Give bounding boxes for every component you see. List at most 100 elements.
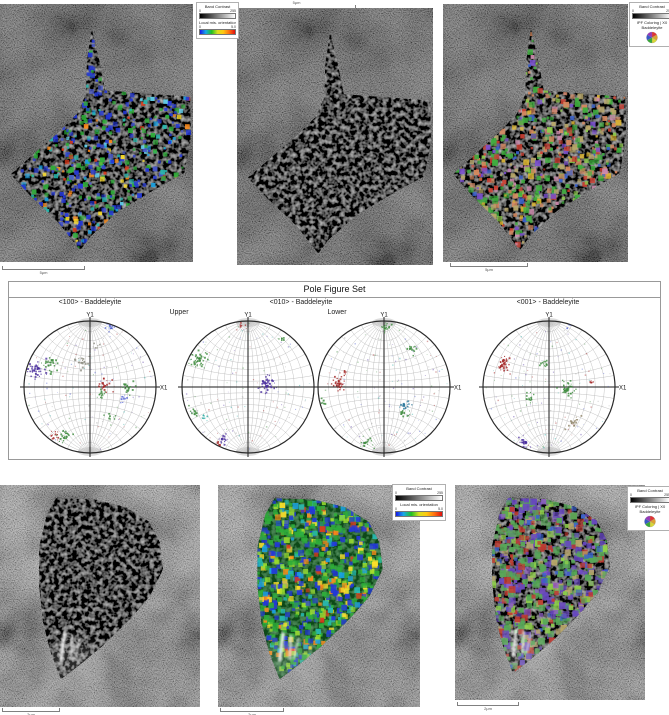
texture-feature [278, 632, 285, 662]
legend-row-title: Band Contrast [639, 4, 665, 9]
texture-feature [511, 628, 518, 657]
scale-bar: 5μm [237, 0, 356, 9]
ipf-color-key [632, 30, 669, 44]
pole-figure-4: Y1 X1 [479, 313, 627, 457]
pole-figure-data-points [185, 322, 310, 450]
pole-figure-label: <100> - Baddeleyite [58, 299, 122, 306]
legend-tick: 255 [437, 491, 443, 495]
legend-ticks: 0 255 [395, 491, 443, 495]
texture-feature [74, 637, 82, 660]
legend-tick: 0 [199, 25, 201, 29]
map-grain2-ipf-coloring-image [455, 485, 645, 700]
x-axis-label: X1 [619, 386, 627, 392]
legend-ticks: 0 5.0 [395, 507, 443, 511]
scale-bar: 2μm [220, 708, 284, 715]
pole-figure-data-points [320, 322, 448, 451]
legend-tick: 0 [632, 9, 634, 13]
pole-figure-3: Y1 X1 [314, 313, 462, 457]
legend-ticks: 0 255 [632, 9, 669, 13]
x-axis-label: X1 [160, 386, 168, 392]
map-grain2-local-misorientation-image [218, 485, 420, 707]
legend-gradient-bar [199, 29, 236, 35]
pole-figure-label: <010> - Baddeleyite [269, 299, 333, 306]
pole-figure-data-points [27, 322, 153, 450]
scale-label: 2μm [484, 706, 492, 711]
y-axis-label: Y1 [545, 313, 553, 319]
legend-gradient-bar [632, 13, 669, 19]
scale-label: 2μm [248, 712, 256, 715]
title-divider [9, 297, 660, 298]
legend-tick: 255 [230, 9, 236, 13]
scale-label: 5μm [485, 267, 493, 272]
legend-row-title: Band Contrast [637, 488, 663, 493]
scale-bar: 2μm [457, 702, 519, 711]
legend-tick: 0 [395, 491, 397, 495]
legend-ticks: 0 255 [630, 493, 669, 497]
map-grain1-ipf-coloring-image [443, 4, 628, 262]
legend-mis: Band Contrast 0 255 Local mis. orientation 0… [392, 484, 446, 521]
texture-feature [258, 640, 323, 685]
hemisphere-label: Upper [169, 309, 189, 316]
x-axis-label: X1 [454, 386, 462, 392]
ipf-color-key-icon [644, 515, 656, 528]
legend-tick: 0 [630, 493, 632, 497]
legend-ticks: 0 255 [199, 9, 236, 13]
legend-tick: 0 [395, 507, 397, 511]
legend-row-title: IPF Coloring | X0 [634, 504, 666, 509]
map-grain1-band-contrast [237, 8, 433, 265]
scale-line [450, 263, 528, 267]
legend-gradient-bar [630, 497, 669, 503]
legend-ipf: Band Contrast 0 255 IPF Coloring | X0Baddel… [627, 486, 669, 531]
y-axis-label: Y1 [244, 313, 252, 319]
texture-feature [292, 637, 300, 660]
legend-mis: Band Contrast 0 255 Local mis. orientation 0… [196, 2, 239, 39]
legend-tick: 5.0 [231, 25, 236, 29]
scale-label: 5μm [292, 0, 301, 5]
pole-figure-2: Y1 [178, 313, 318, 457]
map-grain1-band-contrast-image [237, 8, 433, 265]
pole-figure-set-title: Pole Figure Set [303, 284, 366, 294]
scale-line [457, 702, 519, 706]
hemisphere-label: Lower [327, 309, 347, 316]
legend-row-title: Band Contrast [406, 486, 432, 491]
pole-figure-data-points [485, 321, 611, 451]
legend-gradient-bar [199, 13, 236, 19]
legend-tick: 255 [664, 493, 669, 497]
map-grain2-ipf-coloring [455, 485, 645, 700]
legend-row-title: Local mis. orientation [199, 20, 236, 25]
legend-row-title: IPF Coloring | X0 [636, 20, 668, 25]
scale-bar: 5μm [450, 263, 528, 272]
y-axis-label: Y1 [380, 313, 388, 319]
texture-feature [69, 634, 74, 660]
legend-gradient-bar [395, 495, 443, 501]
map-grain1-ipf-coloring [443, 4, 628, 262]
legend-ticks: 0 5.0 [199, 25, 236, 29]
legend-tick: 255 [666, 9, 669, 13]
scale-line [2, 266, 85, 270]
legend-ipf: Band Contrast 0 255 IPF Coloring | X0Baddel… [629, 2, 669, 47]
scale-bar: 2μm [2, 708, 60, 715]
map-grain1-local-misorientation [0, 4, 193, 262]
scale-line [237, 5, 356, 9]
legend-gradient-bar [395, 511, 443, 517]
pole-figure-1: Y1 X1 [20, 313, 168, 457]
texture-feature [288, 634, 293, 660]
texture-feature [59, 632, 67, 662]
legend-tick: 0 [199, 9, 201, 13]
ipf-color-key-icon [646, 31, 658, 44]
map-grain2-local-misorientation [218, 485, 420, 707]
legend-row-title: Local mis. orientation [400, 502, 438, 507]
texture-feature [521, 630, 525, 654]
scale-bar: 5μm [2, 266, 85, 275]
texture-feature [525, 632, 533, 654]
scale-line [2, 708, 60, 712]
legend-row-subtitle: Baddeleyite [639, 509, 661, 514]
ipf-color-key [630, 514, 669, 528]
pole-figure-label: <001> - Baddeleyite [516, 299, 580, 306]
map-grain2-band-contrast [0, 485, 200, 707]
scale-label: 2μm [27, 712, 35, 715]
scale-label: 5μm [39, 270, 48, 275]
legend-tick: 5.0 [438, 507, 443, 511]
texture-feature [493, 635, 554, 679]
